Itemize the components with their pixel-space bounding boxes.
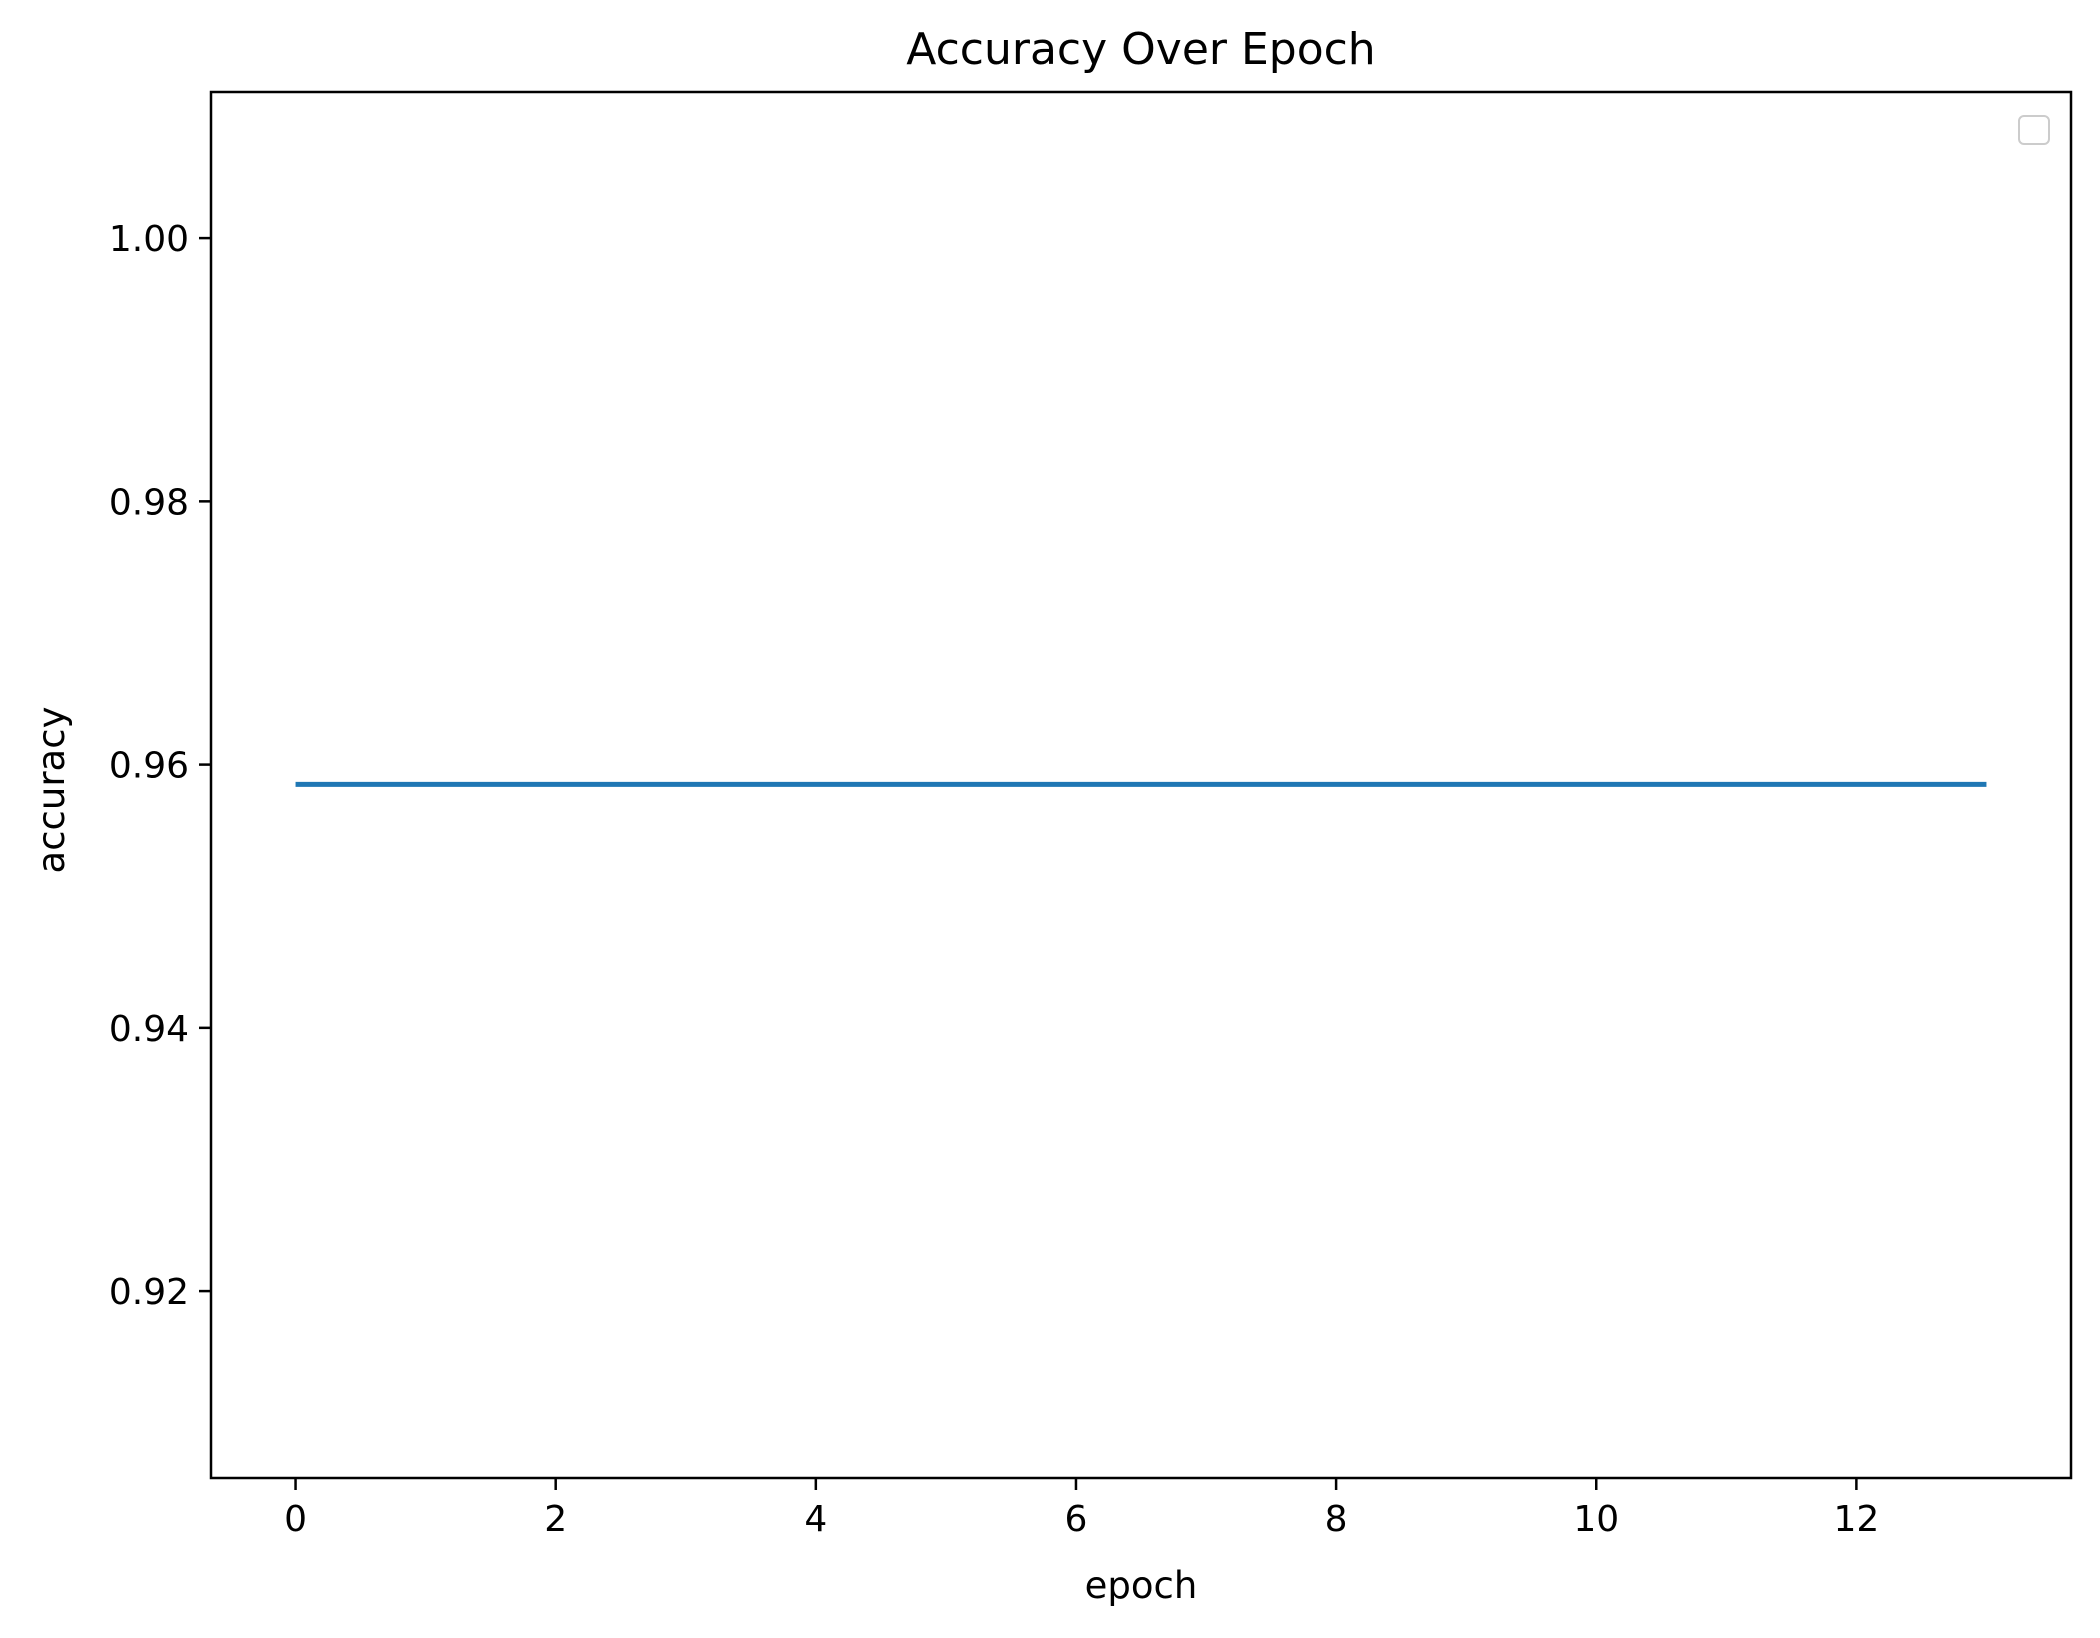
- y-tick-label: 0.96: [109, 746, 189, 787]
- x-tick-label: 6: [1065, 1499, 1088, 1540]
- x-tick-label: 8: [1325, 1499, 1348, 1540]
- chart-title: Accuracy Over Epoch: [906, 24, 1375, 75]
- x-tick-label: 0: [284, 1499, 307, 1540]
- x-axis-label: epoch: [1085, 1564, 1198, 1607]
- axes-frame: [209, 90, 2073, 1480]
- plot-area: 0 2 4 6 8 10 12 0.92 0.94 0.96 0.98 1.00: [109, 90, 2073, 1540]
- y-tick-label: 1.00: [109, 219, 189, 260]
- y-tick-label: 0.98: [109, 482, 189, 523]
- x-tick-label: 12: [1833, 1499, 1879, 1540]
- y-axis-label: accuracy: [30, 707, 73, 874]
- y-tick-label: 0.92: [109, 1272, 189, 1313]
- x-tick-label: 2: [544, 1499, 567, 1540]
- legend-box: [2018, 115, 2050, 145]
- x-tick-label: 4: [804, 1499, 827, 1540]
- y-tick-label: 0.94: [109, 1009, 189, 1050]
- x-tick-label: 10: [1573, 1499, 1619, 1540]
